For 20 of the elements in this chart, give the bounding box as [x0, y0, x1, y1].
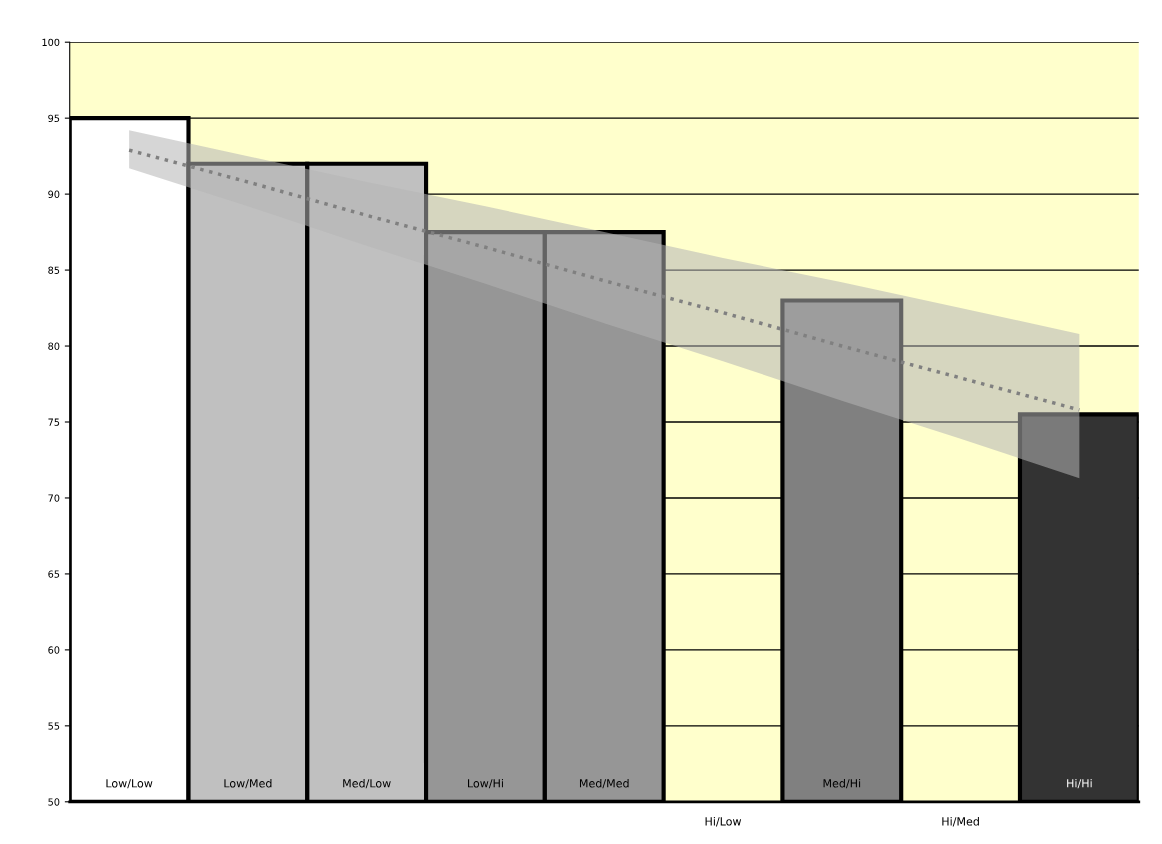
y-tick-label: 85	[48, 266, 60, 274]
x-tick-label: Med/Hi	[823, 778, 861, 789]
y-tick-label: 80	[48, 342, 60, 350]
y-tick-label: 70	[48, 494, 60, 502]
y-tick-label: 90	[48, 190, 60, 198]
y-tick-label: 75	[48, 418, 60, 426]
y-tick-label: 100	[42, 38, 60, 47]
y-tick-label: 60	[48, 646, 60, 654]
x-tick-label: Hi/Hi	[1067, 778, 1092, 789]
x-tick-label: Med/Low	[343, 778, 391, 789]
y-tick-label: 95	[48, 114, 60, 122]
x-tick-label: Low/Med	[224, 778, 272, 789]
x-tick-label: Hi/Low	[705, 816, 742, 827]
y-tick-label: 50	[48, 798, 60, 806]
y-tick-label: 55	[48, 722, 60, 730]
x-tick-label: Med/Med	[579, 778, 629, 789]
x-tick-label: Low/Low	[106, 779, 153, 789]
y-tick-label: 65	[48, 570, 60, 578]
x-tick-label: Low/Hi	[468, 778, 503, 789]
x-tick-label: Hi/Med	[942, 816, 979, 827]
